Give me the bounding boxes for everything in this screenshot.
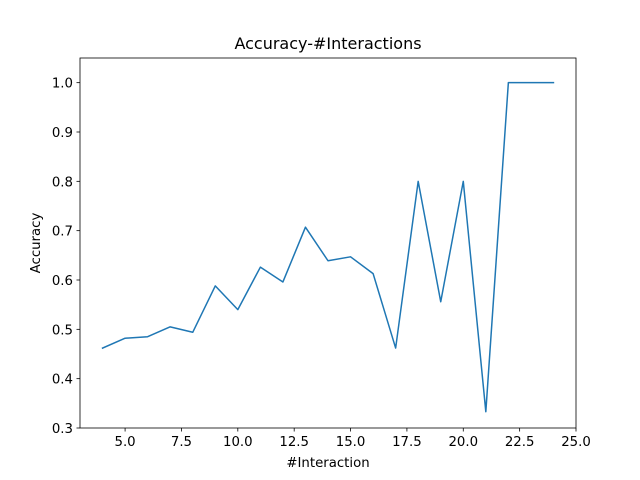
x-tick-label: 15.0 xyxy=(336,435,366,450)
x-tick-label: 12.5 xyxy=(279,435,309,450)
axes-frame xyxy=(79,57,577,429)
x-tick-label: 5.0 xyxy=(115,435,136,450)
x-tick-label: 25.0 xyxy=(561,435,591,450)
y-tick-label: 0.5 xyxy=(52,323,73,338)
x-tick-label: 17.5 xyxy=(392,435,422,450)
x-axis-label: #Interaction xyxy=(286,456,369,471)
chart-title: Accuracy-#Interactions xyxy=(234,34,421,53)
y-tick-label: 0.9 xyxy=(52,126,73,141)
y-tick-label: 0.7 xyxy=(52,225,73,240)
x-tick-label: 22.5 xyxy=(505,435,535,450)
x-axis-ticks: 5.0 7.5 10.0 12.5 15.0 17.5 20.0 22.5 25.0 xyxy=(115,428,591,450)
x-tick-label: 20.0 xyxy=(448,435,478,450)
x-tick-label: 7.5 xyxy=(171,435,192,450)
series-layer xyxy=(101,81,555,413)
y-axis-ticks: 0.3 0.4 0.5 0.6 0.7 0.8 0.9 1.0 xyxy=(52,77,80,437)
y-tick-label: 0.4 xyxy=(52,373,73,388)
y-tick-label: 0.3 xyxy=(52,422,73,437)
y-tick-label: 1.0 xyxy=(52,77,73,92)
y-axis-label: Accuracy xyxy=(29,213,44,274)
plot-area xyxy=(80,58,576,428)
series-line xyxy=(101,81,555,413)
x-tick-label: 10.0 xyxy=(223,435,253,450)
y-tick-label: 0.8 xyxy=(52,175,73,190)
y-tick-label: 0.6 xyxy=(52,274,73,289)
